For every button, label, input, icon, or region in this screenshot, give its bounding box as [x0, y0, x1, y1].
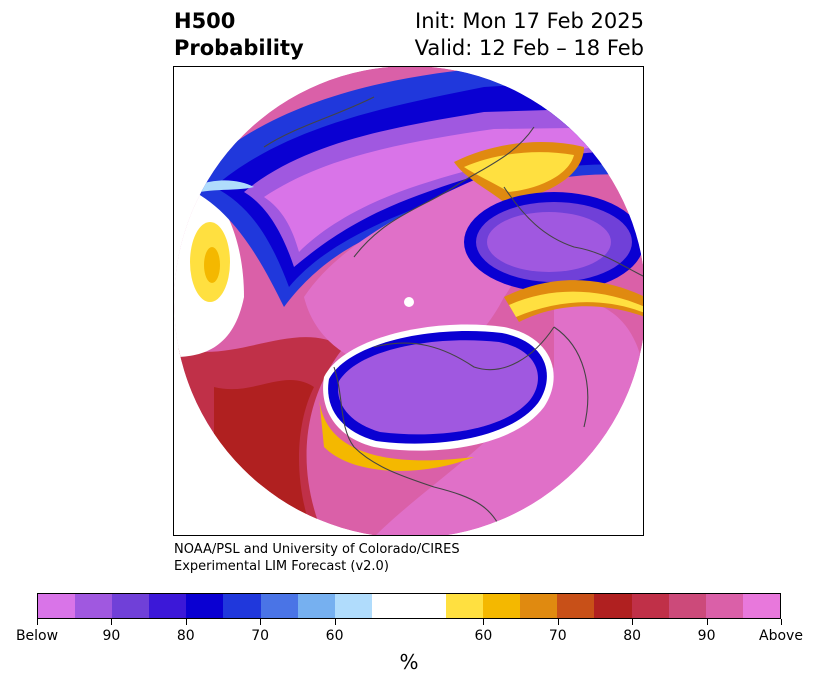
colorbar-tick-label: 90 [697, 628, 716, 644]
colorbar-cell [408, 594, 447, 618]
colorbar-tick [706, 619, 708, 625]
colorbar-tick [185, 619, 187, 625]
above-center [304, 167, 527, 370]
colorbar-tick [781, 619, 782, 625]
colorbar-tick [557, 619, 559, 625]
colorbar-tick-label: 60 [325, 628, 344, 644]
probability-map [174, 67, 643, 535]
colorbar-tick [632, 619, 634, 625]
colorbar-tick-label: 60 [474, 628, 493, 644]
credit-line1: NOAA/PSL and University of Colorado/CIRE… [174, 542, 460, 557]
valid-range: Valid: 12 Feb – 18 Feb [414, 36, 644, 60]
title-variable: H500 [174, 9, 236, 33]
title-quantity: Probability [174, 36, 304, 60]
colorbar-cell [38, 594, 76, 618]
colorbar-tick [483, 619, 485, 625]
coastlines [263, 96, 643, 535]
colorbar-unit: % [399, 650, 419, 674]
title-left: H500 Probability [174, 8, 304, 62]
colorbar-tick [334, 619, 336, 625]
colorbar-tick-label: 70 [548, 628, 567, 644]
colorbar-cell [594, 594, 632, 618]
colorbar [37, 593, 781, 619]
colorbar-cell [631, 594, 669, 618]
colorbar-cell [112, 594, 150, 618]
colorbar-cell [557, 594, 595, 618]
colorbar-cell [371, 594, 409, 618]
colorbar-cell [260, 594, 298, 618]
colorbar-cell [668, 594, 706, 618]
colorbar-cell [705, 594, 743, 618]
colorbar-cell [186, 594, 224, 618]
colorbar-tick [260, 619, 262, 625]
init-date: Init: Mon 17 Feb 2025 [415, 9, 644, 33]
colorbar-cell [223, 594, 261, 618]
colorbar-cell [742, 594, 780, 618]
colorbar-tick [37, 619, 38, 625]
colorbar-tick-label: 80 [176, 628, 195, 644]
map-panel [173, 66, 644, 536]
credit-line2: Experimental LIM Forecast (v2.0) [174, 559, 389, 574]
colorbar-cell [334, 594, 372, 618]
colorbar-tick-label: Below [15, 628, 59, 644]
title-right: Init: Mon 17 Feb 2025 Valid: 12 Feb – 18… [415, 8, 644, 62]
colorbar-cell [297, 594, 335, 618]
colorbar-cell [75, 594, 113, 618]
colorbar-cell [483, 594, 521, 618]
colorbar-tick [111, 619, 113, 625]
colorbar-cell [520, 594, 558, 618]
colorbar-tick-label: 70 [251, 628, 270, 644]
colorbar-cell [446, 594, 484, 618]
colorbar-tick-label: 90 [102, 628, 121, 644]
credit: NOAA/PSL and University of Colorado/CIRE… [174, 541, 460, 575]
colorbar-cell [149, 594, 187, 618]
colorbar-tick-label: Above [759, 628, 803, 644]
colorbar-tick-label: 80 [623, 628, 642, 644]
